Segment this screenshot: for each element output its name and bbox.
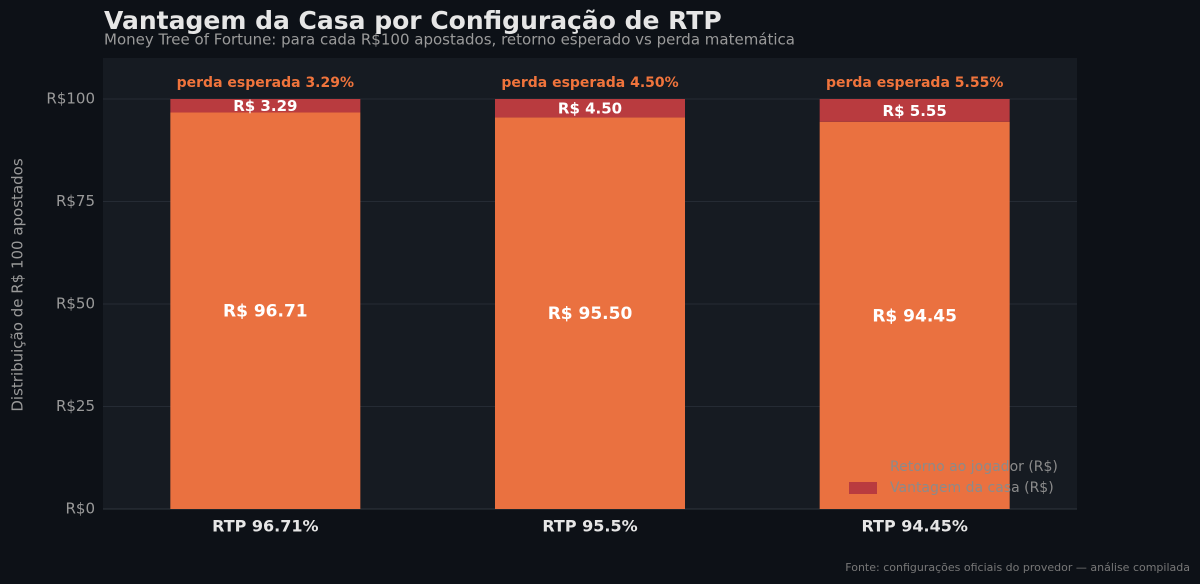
value-label: R$ 3.29 bbox=[233, 97, 297, 115]
value-label: R$ 95.50 bbox=[548, 304, 633, 324]
value-label: R$ 96.71 bbox=[223, 302, 308, 322]
bar-segment bbox=[819, 99, 1010, 122]
legend-label: Vantagem da casa (R$) bbox=[890, 480, 1054, 496]
x-tick-label: RTP 96.71% bbox=[212, 517, 318, 536]
y-tick-label: R$100 bbox=[46, 90, 95, 108]
y-tick-label: R$0 bbox=[65, 500, 95, 518]
bar-segment bbox=[170, 112, 361, 509]
source-note: Fonte: configurações oficiais do provedo… bbox=[845, 561, 1190, 574]
legend-swatch bbox=[849, 482, 877, 494]
value-label: R$ 94.45 bbox=[872, 306, 957, 326]
chart-subtitle: Money Tree of Fortune: para cada R$100 a… bbox=[104, 31, 795, 49]
legend-swatch bbox=[849, 461, 877, 473]
x-tick-label: RTP 94.45% bbox=[861, 517, 967, 536]
y-tick-label: R$25 bbox=[56, 397, 95, 415]
bar-segment bbox=[170, 99, 361, 113]
bar-segment bbox=[495, 117, 685, 509]
bar-segment bbox=[819, 121, 1010, 509]
value-label: R$ 4.50 bbox=[558, 100, 622, 118]
y-tick-label: R$75 bbox=[56, 192, 95, 210]
annotation: perda esperada 5.55% bbox=[826, 75, 1003, 91]
value-label: R$ 5.55 bbox=[883, 102, 947, 120]
annotation: perda esperada 3.29% bbox=[177, 75, 354, 91]
annotation: perda esperada 4.50% bbox=[501, 75, 678, 91]
bar-segment bbox=[495, 99, 685, 118]
legend-label: Retorno ao jogador (R$) bbox=[890, 459, 1058, 475]
y-axis-label: Distribuição de R$ 100 apostados bbox=[9, 158, 27, 411]
x-tick-label: RTP 95.5% bbox=[542, 517, 637, 536]
y-tick-label: R$50 bbox=[56, 295, 95, 313]
chart-title: Vantagem da Casa por Configuração de RTP bbox=[104, 6, 722, 35]
